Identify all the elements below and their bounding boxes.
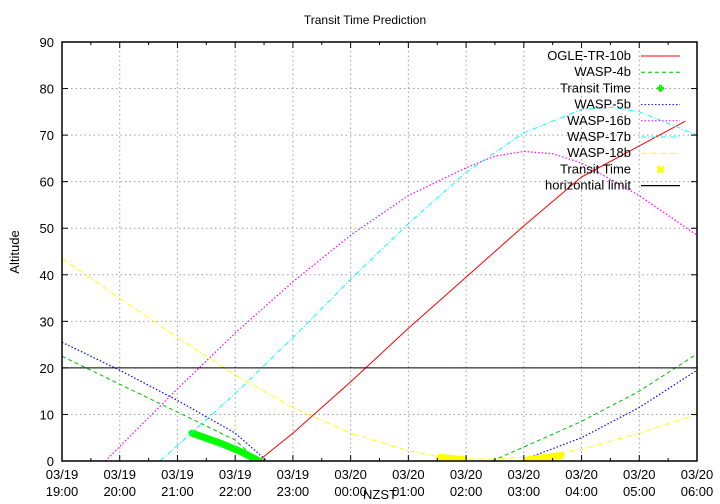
x-tick-time: 04:00 bbox=[565, 484, 598, 499]
x-tick-date: 03/20 bbox=[565, 467, 598, 482]
chart-title: Transit Time Prediction bbox=[304, 13, 426, 27]
legend-label: horizontial limit bbox=[545, 178, 631, 193]
x-tick-date: 03/20 bbox=[623, 467, 656, 482]
series-wasp-17b bbox=[159, 106, 697, 461]
x-tick-date: 03/19 bbox=[103, 467, 136, 482]
legend-label: WASP-4b bbox=[574, 64, 631, 79]
x-tick-time: 01:00 bbox=[392, 484, 425, 499]
y-tick-label: 0 bbox=[47, 454, 54, 469]
x-tick-time: 05:00 bbox=[623, 484, 656, 499]
x-tick-time: 03:00 bbox=[508, 484, 541, 499]
x-tick-date: 03/20 bbox=[334, 467, 367, 482]
y-tick-label: 20 bbox=[40, 361, 54, 376]
x-tick-time: 22:00 bbox=[219, 484, 252, 499]
series-transit-time bbox=[436, 451, 565, 461]
x-tick-date: 03/20 bbox=[392, 467, 425, 482]
x-tick-time: 19:00 bbox=[46, 484, 79, 499]
data-series bbox=[62, 106, 697, 461]
y-axis-label: Altitude bbox=[7, 230, 22, 273]
y-tick-label: 90 bbox=[40, 35, 54, 50]
y-tick-label: 80 bbox=[40, 82, 54, 97]
series-ogle-tr-10b bbox=[257, 120, 686, 461]
series-transit-time bbox=[188, 429, 263, 461]
legend-label: WASP-18b bbox=[567, 145, 631, 160]
x-tick-date: 03/19 bbox=[161, 467, 194, 482]
x-tick-time: 23:00 bbox=[277, 484, 310, 499]
y-tick-label: 30 bbox=[40, 314, 54, 329]
legend-plus-icon bbox=[657, 84, 664, 92]
legend-label: WASP-17b bbox=[567, 129, 631, 144]
x-tick-date: 03/20 bbox=[450, 467, 483, 482]
series-wasp-5b bbox=[62, 341, 697, 461]
x-tick-date: 03/19 bbox=[219, 467, 252, 482]
x-axis-ticks: 03/19 19:00 03/19 20:00 03/19 21:00 03/19 22:00… bbox=[46, 467, 714, 499]
y-tick-label: 50 bbox=[40, 221, 54, 236]
series-wasp-18b bbox=[62, 258, 697, 460]
y-tick-label: 10 bbox=[40, 407, 54, 422]
legend-cross-icon bbox=[656, 165, 665, 174]
x-axis-label: NZST bbox=[363, 487, 397, 502]
x-tick-time: 00:00 bbox=[334, 484, 367, 499]
legend-label: Transit Time bbox=[560, 161, 631, 176]
legend-label: OGLE-TR-10b bbox=[547, 48, 631, 63]
x-tick-time: 20:00 bbox=[103, 484, 136, 499]
x-tick-time: 06:00 bbox=[681, 484, 714, 499]
x-tick-date: 03/19 bbox=[277, 467, 310, 482]
x-tick-time: 02:00 bbox=[450, 484, 483, 499]
x-tick-date: 03/19 bbox=[46, 467, 79, 482]
legend-label: WASP-16b bbox=[567, 113, 631, 128]
x-tick-time: 21:00 bbox=[161, 484, 194, 499]
series-wasp-16b bbox=[104, 150, 697, 461]
x-tick-date: 03/20 bbox=[508, 467, 541, 482]
y-tick-label: 60 bbox=[40, 175, 54, 190]
y-tick-label: 40 bbox=[40, 268, 54, 283]
legend-label: WASP-5b bbox=[574, 97, 631, 112]
plot-border bbox=[61, 41, 698, 462]
plot-frame bbox=[61, 41, 698, 462]
series-wasp-4b bbox=[62, 353, 697, 461]
y-axis-ticks: 0 10 20 30 40 50 60 70 80 90 bbox=[40, 35, 54, 469]
y-tick-label: 70 bbox=[40, 128, 54, 143]
x-tick-date: 03/20 bbox=[681, 467, 714, 482]
legend-label: Transit Time bbox=[560, 80, 631, 95]
